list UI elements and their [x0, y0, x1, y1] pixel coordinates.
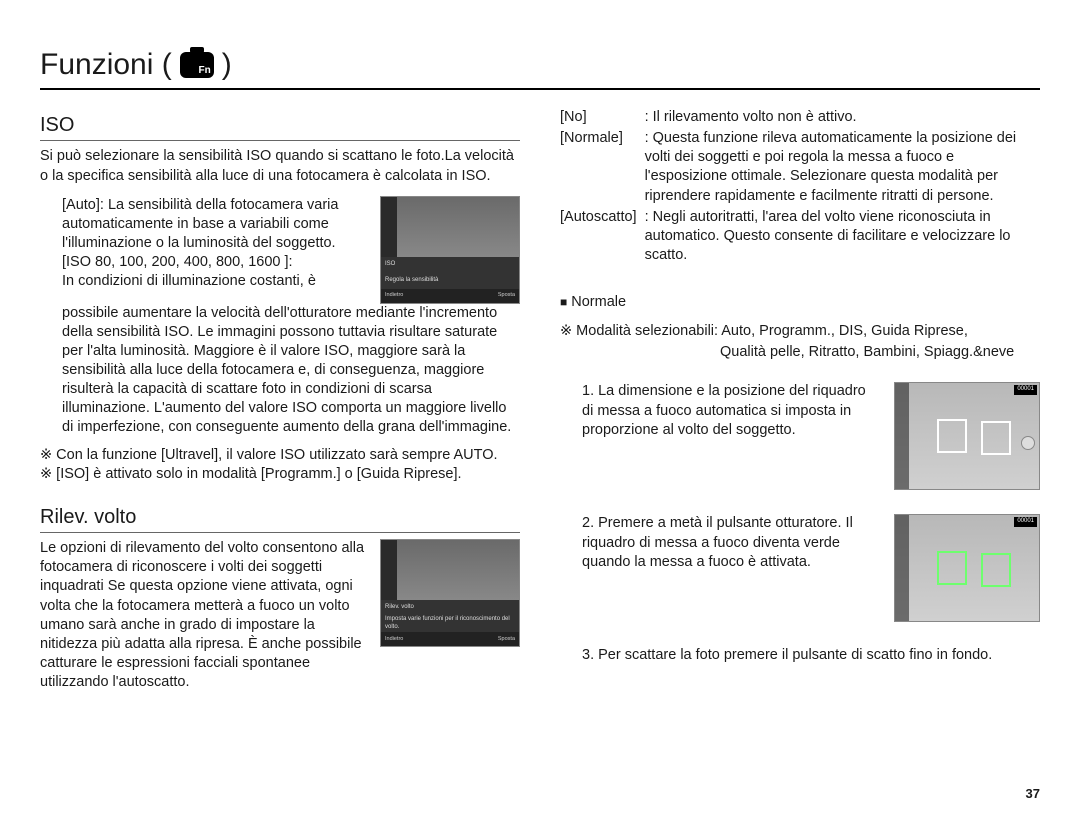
square-bullet-icon: ■ — [560, 295, 567, 309]
iso-thumb-sub: Regola la sensibilità — [385, 277, 438, 285]
photo-counter: 00001 — [1014, 385, 1037, 395]
step-1-photo: 00001 — [894, 382, 1040, 490]
iso-intro: Si può selezionare la sensibilità ISO qu… — [40, 147, 520, 185]
auto-text: La sensibilità della fotocamera varia au… — [62, 197, 338, 251]
def-key-autoscatto: [Autoscatto] — [560, 208, 645, 267]
def-val-no: : Il rilevamento volto non è attivo. — [645, 108, 1040, 129]
modes-line-2: Qualità pelle, Ritratto, Bambini, Spiagg… — [560, 343, 1040, 362]
page-number: 37 — [1026, 786, 1040, 801]
title-text-open: Funzioni ( — [40, 48, 172, 82]
iso-heading: ISO — [40, 112, 520, 141]
definitions-table: [No] : Il rilevamento volto non è attivo… — [560, 108, 1040, 267]
modes-line-1: ※ Modalità selezionabili: Auto, Programm… — [560, 322, 1040, 341]
left-column: ISO Si può selezionare la sensibilità IS… — [40, 108, 520, 692]
rilev-screenshot-thumb: Rilev. volto Imposta varie funzioni per … — [380, 539, 520, 647]
iso-thumb-back: Indietro — [385, 292, 403, 299]
step-1-text: 1. La dimensione e la posizione del riqu… — [560, 382, 876, 439]
rilev-thumb-title: Rilev. volto — [385, 604, 414, 612]
step-3-text: 3. Per scattare la foto premere il pulsa… — [560, 646, 1040, 665]
iso-note-1: ※ Con la funzione [Ultravel], il valore … — [40, 446, 520, 465]
step-2-photo: 00001 — [894, 514, 1040, 622]
iso-list-label: [ISO 80, 100, 200, 400, 800, 1600 ]: — [62, 253, 370, 272]
iso-screenshot-thumb: ISO Regola la sensibilità Indietro Spost… — [380, 196, 520, 304]
rilev-text: Le opzioni di rilevamento del volto cons… — [40, 539, 370, 692]
title-text-close: ) — [222, 48, 232, 82]
camera-fn-icon — [180, 52, 214, 78]
auto-label: [Auto]: — [62, 197, 104, 213]
normale-label: Normale — [571, 294, 626, 310]
def-key-normale: [Normale] — [560, 129, 645, 208]
auto-block: [Auto]: La sensibilità della fotocamera … — [62, 196, 370, 253]
photo-counter-2: 00001 — [1014, 517, 1037, 527]
page-title: Funzioni ( ) — [40, 48, 1040, 90]
rilev-thumb-sub: Imposta varie funzioni per il riconoscim… — [385, 616, 515, 632]
step-2-text: 2. Premere a metà il pulsante otturatore… — [560, 514, 876, 571]
rilev-thumb-back: Indietro — [385, 636, 403, 643]
iso-list-line: In condizioni di illuminazione costanti,… — [62, 272, 370, 291]
iso-thumb-move: Sposta — [498, 292, 515, 299]
iso-note-2: ※ [ISO] è attivato solo in modalità [Pro… — [40, 465, 520, 484]
def-val-autoscatto: : Negli autoritratti, l'area del volto v… — [645, 208, 1040, 267]
right-column: [No] : Il rilevamento volto non è attivo… — [560, 108, 1040, 692]
normale-subheading: ■ Normale — [560, 293, 1040, 312]
rilev-heading: Rilev. volto — [40, 504, 520, 533]
iso-list-text: possibile aumentare la velocità dell'ott… — [40, 304, 520, 438]
rilev-thumb-move: Sposta — [498, 636, 515, 643]
def-val-normale: : Questa funzione rileva automaticamente… — [645, 129, 1040, 208]
def-key-no: [No] — [560, 108, 645, 129]
iso-thumb-title: ISO — [385, 261, 395, 269]
